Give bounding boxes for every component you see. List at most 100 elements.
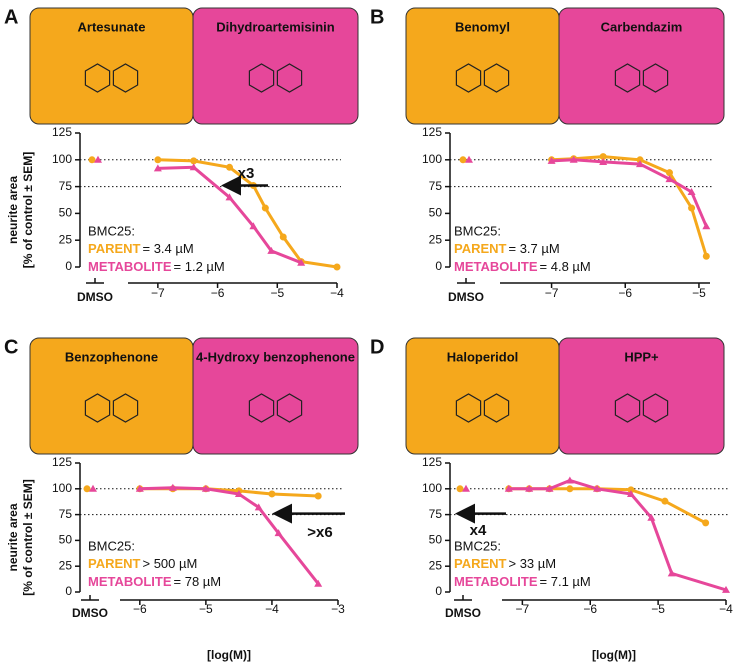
bmc-label: BMC25:: [88, 223, 135, 238]
structure: [455, 393, 510, 423]
parent-point: [661, 497, 669, 505]
parent-point: [702, 252, 710, 260]
x-tick-label: −6: [133, 602, 147, 616]
x-tick-label: −3: [331, 602, 345, 616]
metabolite-point: [274, 529, 283, 537]
curve: [551, 155, 708, 257]
x-tick-label: −5: [692, 286, 706, 300]
structure: [84, 393, 139, 423]
metabolite-point: [504, 484, 513, 492]
metabolite-point: [153, 164, 162, 172]
bmc-label: BMC25:: [88, 538, 135, 553]
bmc-value: > 33 µM: [508, 556, 556, 571]
parent-point: [268, 490, 276, 498]
y-tick-label: 125: [52, 125, 72, 139]
legend-name: PARENT: [454, 556, 507, 571]
metabolite-point: [89, 484, 97, 492]
metabolite-name: 4-Hydroxy benzophenone: [196, 349, 355, 364]
bmc-value: = 3.4 µM: [142, 241, 193, 256]
y-tick-label: 75: [59, 179, 73, 193]
parent-point: [688, 204, 696, 212]
y-tick-label: 0: [435, 259, 442, 273]
metabolite-point: [667, 569, 676, 577]
metabolite-point: [545, 484, 554, 492]
parent-point: [333, 263, 341, 271]
annotation: x4: [470, 522, 487, 539]
x-tick-label: −6: [211, 286, 225, 300]
panel: B Benomyl Carbendazim 0 25 50 75 100 125 DMSO −7 −6…: [370, 6, 725, 304]
panel: A Artesunate Dihydroartemisinin 0 25 50 75 100 1…: [4, 6, 359, 304]
legend-line: PARENT > 33 µM: [454, 556, 556, 571]
legend-line: PARENT > 500 µM: [88, 556, 197, 571]
legend-name: METABOLITE: [454, 574, 538, 589]
y-tick-label: 100: [422, 481, 442, 495]
y-axis-label: [% of control ± SEM]: [21, 479, 35, 596]
structure: [84, 63, 139, 93]
dmso-label: DMSO: [77, 290, 113, 304]
metabolite-name: Dihydroartemisinin: [216, 19, 335, 34]
parent-point: [261, 204, 269, 212]
metabolite-point: [636, 160, 644, 168]
x-tick-label: −7: [516, 602, 530, 616]
metabolite-point: [201, 484, 210, 492]
y-tick-label: 50: [59, 206, 73, 220]
parent-point: [279, 233, 287, 241]
x-tick-label: −7: [545, 286, 559, 300]
bmc-label: BMC25:: [454, 223, 501, 238]
structure: [248, 393, 303, 423]
parent-point: [456, 485, 464, 493]
bmc-value: = 3.7 µM: [508, 241, 559, 256]
y-tick-label: 100: [422, 152, 442, 166]
parent-name: Benzophenone: [65, 349, 158, 364]
panel: D Haloperidol HPP+ 0 25 50 75 100 125 DMSO −7 −6 −5 −…: [370, 336, 733, 662]
metabolite-point: [189, 163, 198, 171]
metabolite-point: [135, 484, 144, 492]
legend-line: METABOLITE = 1.2 µM: [88, 259, 225, 274]
metabolite-point: [225, 193, 234, 201]
legend-line: PARENT = 3.7 µM: [454, 241, 560, 256]
parent-point: [83, 485, 91, 493]
parent-point: [226, 163, 234, 171]
y-tick-label: 125: [422, 455, 442, 469]
metabolite-point: [462, 484, 470, 492]
y-tick-label: 25: [59, 558, 73, 572]
x-tick-label: −4: [719, 602, 733, 616]
legend-line: METABOLITE = 4.8 µM: [454, 259, 591, 274]
metabolite-point: [547, 156, 556, 164]
panel-letter: D: [370, 336, 384, 358]
x-tick-label: −6: [583, 602, 597, 616]
metabolite-point: [569, 155, 578, 163]
legend-name: METABOLITE: [88, 259, 172, 274]
y-tick-label: 50: [429, 206, 443, 220]
dmso-label: DMSO: [448, 290, 484, 304]
parent-point: [88, 156, 96, 164]
parent-point: [636, 156, 644, 164]
x-tick-label: −4: [330, 286, 344, 300]
y-tick-label: 75: [59, 507, 73, 521]
metabolite-point: [599, 157, 608, 165]
y-axis-label: [% of control ± SEM]: [21, 152, 35, 269]
bmc-value: = 4.8 µM: [540, 259, 591, 274]
metabolite-point: [647, 513, 656, 521]
metabolite-point: [593, 484, 602, 492]
legend-name: METABOLITE: [88, 574, 172, 589]
metabolite-point: [267, 246, 276, 254]
y-tick-label: 75: [429, 179, 443, 193]
metabolite-point: [687, 187, 696, 195]
metabolite-point: [297, 258, 306, 266]
metabolite-point: [565, 476, 574, 484]
structure: [248, 63, 303, 93]
annotation: >x6: [307, 524, 332, 541]
structure: [614, 393, 669, 423]
curve: [157, 165, 302, 265]
y-tick-label: 75: [429, 507, 443, 521]
structure: [455, 63, 510, 93]
bmc-value: > 500 µM: [142, 556, 197, 571]
metabolite-box: [192, 7, 359, 125]
y-tick-label: 100: [52, 152, 72, 166]
parent-point: [190, 157, 198, 165]
panel-letter: B: [370, 6, 384, 28]
y-tick-label: 0: [65, 584, 72, 598]
metabolite-box: [192, 337, 359, 455]
parent-point: [665, 169, 673, 177]
